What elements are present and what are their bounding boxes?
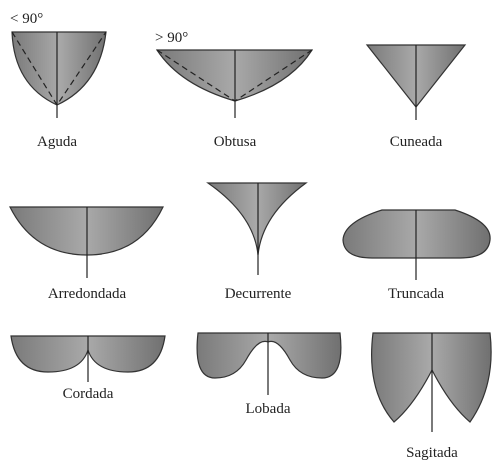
angle-label: > 90° — [155, 30, 188, 46]
shape-label: Lobada — [246, 401, 291, 417]
shape-cordada — [11, 336, 165, 382]
shape-lobada — [197, 333, 341, 395]
page: {"annotations": {"acute_angle": "< 90°",… — [0, 0, 494, 460]
shape-label: Obtusa — [214, 134, 257, 150]
shape-label: Arredondada — [48, 286, 127, 302]
shape-label: Decurrente — [225, 286, 292, 302]
shape-cuneada — [367, 45, 465, 120]
shape-decurrente — [208, 183, 306, 275]
shape-sagitada — [372, 333, 492, 432]
shape-aguda — [12, 32, 106, 118]
angle-label: < 90° — [10, 11, 43, 27]
shape-label: Truncada — [388, 286, 444, 302]
shape-label: Cuneada — [390, 134, 443, 150]
shape-arredondada — [10, 207, 163, 278]
shape-label: Sagitada — [406, 445, 458, 460]
shape-obtusa — [157, 50, 312, 118]
shape-label: Cordada — [63, 386, 114, 402]
shape-truncada — [343, 210, 490, 280]
leaf-bases-diagram: < 90° Aguda > 90° Obtusa Cuneada Arredon… — [0, 0, 494, 460]
shape-label: Aguda — [37, 134, 77, 150]
